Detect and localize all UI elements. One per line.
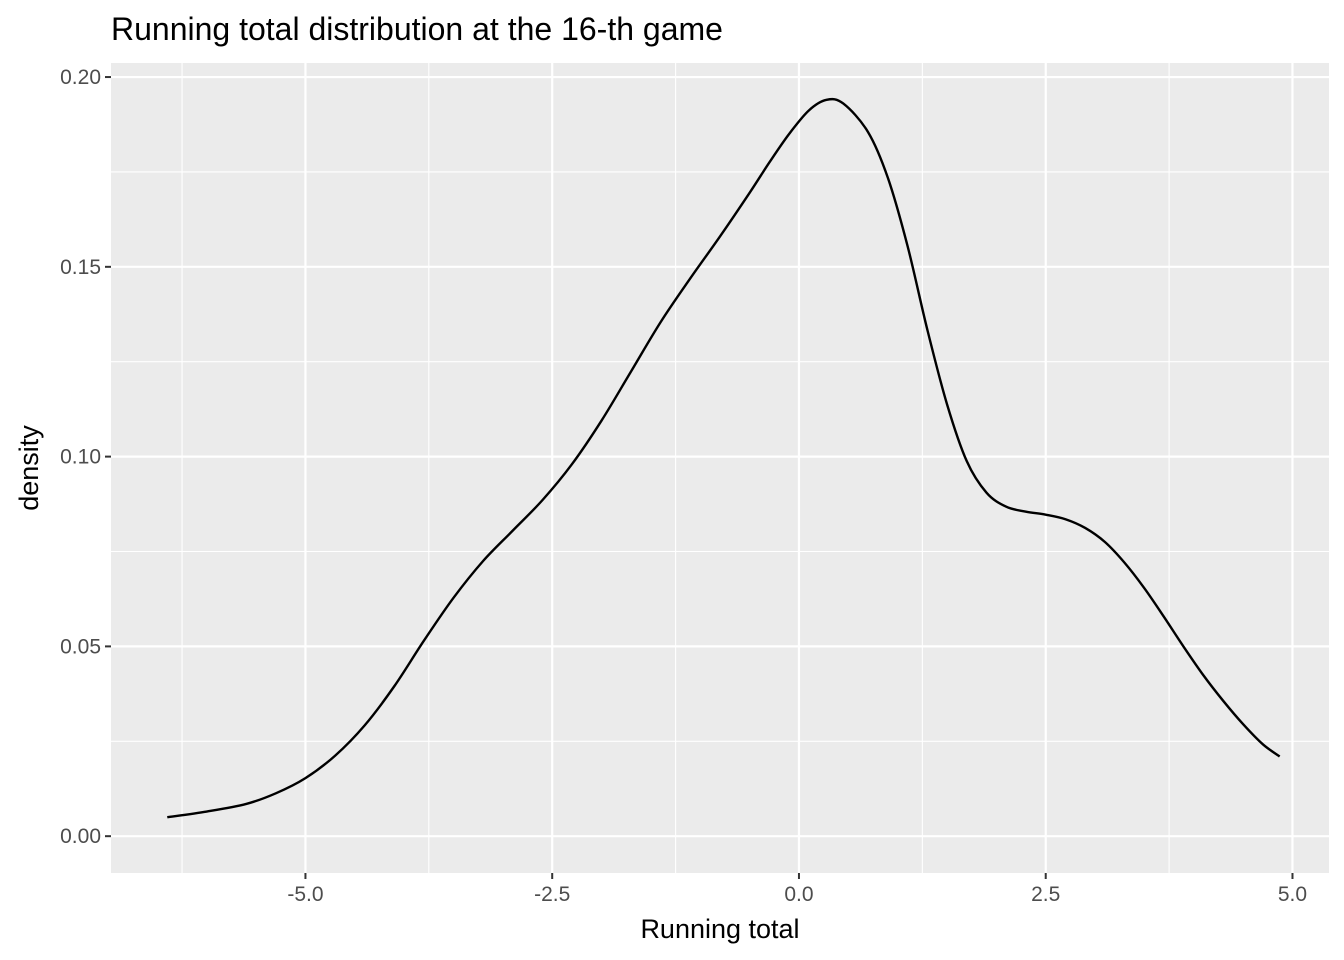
minor-gridlines [111,63,1329,873]
plot-panel [111,63,1329,873]
x-tick-label: -5.0 [287,883,323,906]
y-tick-label: 0.20 [60,66,101,89]
x-tick-label: 0.0 [784,883,813,906]
y-axis-title: density [14,425,44,511]
x-axis: -5.0 -2.5 0.0 2.5 5.0 [287,873,1307,906]
x-axis-title: Running total [640,914,799,944]
chart-title: Running total distribution at the 16-th … [111,11,723,47]
x-tick-label: 5.0 [1278,883,1307,906]
major-gridlines [111,63,1329,873]
y-tick-label: 0.15 [60,256,101,279]
y-tick-label: 0.05 [60,635,101,658]
y-axis: 0.00 0.05 0.10 0.15 0.20 [60,66,111,848]
y-tick-label: 0.00 [60,825,101,848]
density-curve [167,97,1281,819]
y-tick-label: 0.10 [60,446,101,469]
x-tick-label: -2.5 [534,883,570,906]
x-tick-label: 2.5 [1031,883,1060,906]
